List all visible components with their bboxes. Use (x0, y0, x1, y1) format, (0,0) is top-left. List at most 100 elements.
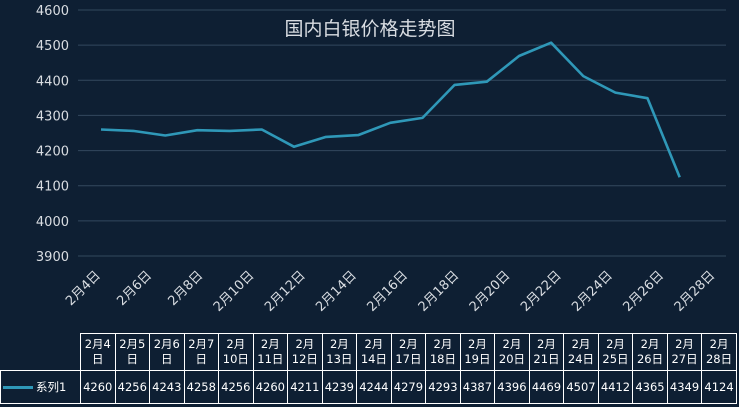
table-header-cell: 2月 12日 (287, 333, 323, 371)
header-line: 2月 (433, 337, 453, 351)
x-tick-label: 2月24日 (569, 268, 616, 315)
y-tick-label: 4000 (36, 215, 69, 230)
table-header-cell: 2月 18日 (425, 333, 461, 371)
table-header-cell: 2月 13日 (321, 333, 358, 371)
x-tick-label: 2月16日 (364, 268, 411, 315)
header-line: 2月4 (84, 337, 111, 351)
y-tick-label: 4600 (36, 4, 69, 19)
table-header-cell: 2月 17日 (390, 333, 427, 371)
header-line: 2月 (468, 337, 487, 351)
table-value-cell: 4256 (218, 370, 254, 404)
y-tick-label: 4300 (36, 109, 69, 124)
table-value-cell: 4211 (287, 370, 323, 404)
header-line: 日 (195, 352, 208, 366)
x-tick-label: 2月6日 (114, 268, 155, 309)
table-value-cell: 4260 (252, 370, 289, 404)
header-line: 2月 (295, 337, 315, 351)
x-tick-label: 2月20日 (467, 268, 514, 315)
table-value-cell: 4243 (149, 370, 185, 404)
data-table: 2月4 日 2月5 日 2月6 日 2月7 日 2月 10日 2月 11日 2月 12日 2月 13日 2月 14… (0, 333, 737, 404)
header-line: 11日 (257, 352, 284, 366)
header-line: 2月 (537, 337, 556, 351)
header-line: 27日 (671, 352, 698, 366)
table-value-cell: 4507 (563, 370, 599, 404)
table-value-cell: 4396 (494, 370, 530, 404)
header-line: 2月 (260, 337, 280, 351)
table-value-cell: 4349 (666, 370, 703, 404)
y-tick-label: 3900 (36, 250, 69, 265)
header-line: 28日 (705, 352, 733, 366)
x-tick-label: 2月14日 (313, 268, 360, 315)
header-line: 2月7 (188, 337, 215, 351)
header-line: 2月 (606, 337, 625, 351)
table-header-cell: 2月 26日 (632, 333, 668, 371)
table-header-cell: 2月 24日 (563, 333, 599, 371)
x-tick-label: 2月18日 (416, 268, 463, 315)
y-tick-label: 4100 (36, 180, 69, 195)
x-tick-label: 2月8日 (166, 268, 207, 309)
header-line: 26日 (636, 352, 664, 366)
x-tick-label: 2月26日 (620, 268, 667, 315)
header-line: 日 (126, 352, 139, 366)
header-line: 20日 (498, 352, 526, 366)
table-header-cell: 2月 10日 (218, 333, 254, 371)
table-value-cell: 4239 (321, 370, 358, 404)
header-line: 2月 (709, 337, 729, 351)
table-header-cell: 2月7 日 (183, 333, 220, 371)
header-line: 2月 (364, 337, 384, 351)
table-value-cell: 4365 (632, 370, 668, 404)
plot-area: 3900 4000 4100 4200 4300 4400 4500 4600 2月4日 2月6日… (36, 4, 726, 315)
table-corner (0, 333, 81, 371)
header-line: 13日 (326, 352, 353, 366)
table-value-cell: 4260 (80, 370, 116, 404)
table-value-cell: 4412 (597, 370, 634, 404)
table-header-cell: 2月 11日 (252, 333, 289, 371)
legend-label: 系列1 (36, 379, 67, 394)
header-line: 24日 (567, 352, 595, 366)
header-line: 12日 (291, 352, 318, 366)
table-header-row: 2月4 日 2月5 日 2月6 日 2月7 日 2月 10日 2月 11日 2月 12日 2月 13日 2月 14… (0, 333, 737, 371)
legend-swatch (3, 385, 33, 389)
table-header-cell: 2月6 日 (149, 333, 185, 371)
table-value-cell: 4244 (356, 370, 392, 404)
header-line: 2月5 (119, 337, 146, 351)
y-tick-label: 4500 (36, 39, 69, 54)
header-line: 21日 (533, 352, 560, 366)
header-line: 17日 (395, 352, 422, 366)
header-line: 2月 (226, 337, 246, 351)
table-value-cell: 4387 (459, 370, 496, 404)
table-value-cell: 4293 (425, 370, 461, 404)
legend-cell: 系列1 (0, 370, 81, 404)
header-line: 2月6 (153, 337, 180, 351)
table-row: 系列1 4260 4256 4243 4258 4256 4260 4211 4239 4244 4… (0, 370, 737, 404)
header-line: 2月 (329, 337, 349, 351)
table-header-cell: 2月5 日 (114, 333, 151, 371)
table-header-cell: 2月 27日 (666, 333, 703, 371)
header-line: 25日 (602, 352, 629, 366)
table-value-cell: 4124 (701, 370, 737, 404)
header-line: 2月 (640, 337, 660, 351)
header-line: 10日 (222, 352, 249, 366)
y-tick-label: 4200 (36, 145, 69, 160)
table-header-cell: 2月4 日 (80, 333, 116, 371)
x-tick-label: 2月12日 (262, 268, 309, 315)
x-tick-label: 2月22日 (518, 268, 565, 315)
x-tick-label: 2月10日 (211, 268, 258, 315)
table-value-cell: 4256 (114, 370, 151, 404)
header-line: 19日 (464, 352, 491, 366)
header-line: 14日 (360, 352, 387, 366)
table-header-cell: 2月 14日 (356, 333, 392, 371)
table-header-cell: 2月 19日 (459, 333, 496, 371)
series-line (100, 41, 681, 178)
y-tick-label: 4400 (36, 74, 69, 89)
header-line: 2月 (571, 337, 591, 351)
table-value-cell: 4279 (390, 370, 427, 404)
header-line: 日 (161, 352, 173, 366)
header-line: 日 (92, 352, 104, 366)
table-value-cell: 4469 (528, 370, 565, 404)
header-line: 18日 (429, 352, 456, 366)
x-tick-label: 2月28日 (672, 268, 719, 315)
table-header-cell: 2月 20日 (494, 333, 530, 371)
table-header-cell: 2月 28日 (701, 333, 737, 371)
